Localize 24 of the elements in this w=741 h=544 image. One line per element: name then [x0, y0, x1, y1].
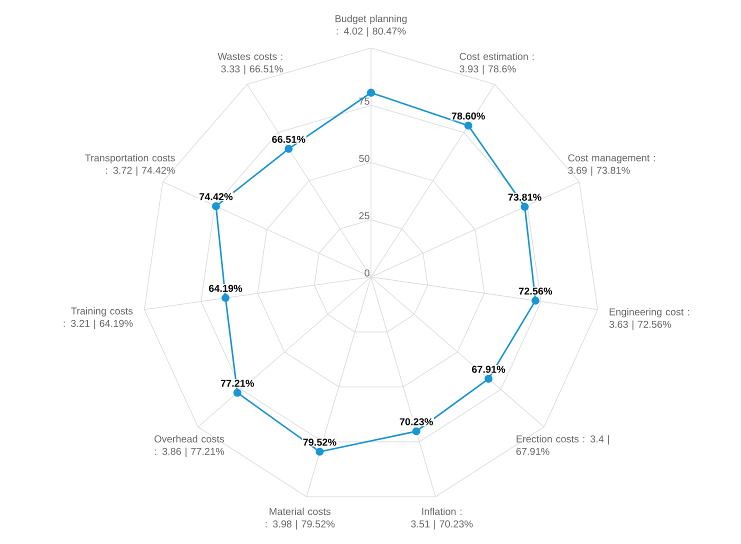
y-tick-label: 25: [359, 212, 370, 220]
data-label: 79.52%: [303, 438, 336, 446]
data-label: 67.91%: [472, 366, 506, 373]
data-label: 64.19%: [208, 284, 242, 292]
data-label: 66.51%: [272, 136, 306, 143]
data-label: 73.81%: [508, 194, 542, 201]
y-tick-label: 0: [364, 269, 370, 277]
spoke-label: Cost management : 3.69 | 73.81%: [568, 154, 655, 176]
spoke-label: Material costs : 3.98 | 79.52%: [266, 508, 335, 530]
spoke-label: Cost estimation : 3.93 | 78.6%: [460, 52, 534, 74]
spoke-label: Inflation : 3.51 | 70.23%: [411, 508, 473, 530]
data-label: 77.21%: [220, 380, 254, 387]
spoke-label: Erection costs : 3.4 | 67.91%: [516, 435, 609, 455]
y-tick-label: 50: [359, 154, 370, 162]
spoke-label: Budget planning : 4.02 | 80.47%: [336, 14, 407, 37]
data-label: 78.60%: [452, 112, 485, 120]
data-label: 74.42%: [200, 193, 233, 200]
spoke-label: Training costs : 3.21 | 64.19%: [64, 307, 133, 329]
spoke-label: Transportation costs : 3.72 | 74.42%: [85, 154, 175, 176]
spoke-label: Overhead costs : 3.86 | 77.21%: [154, 435, 224, 457]
spoke-label: Engineering cost : 3.63 | 72.56%: [609, 308, 689, 330]
spoke-label: Wastes costs : 3.33 | 66.51%: [218, 53, 283, 74]
data-label: 70.23%: [400, 418, 433, 426]
data-label: 72.56%: [519, 288, 552, 295]
